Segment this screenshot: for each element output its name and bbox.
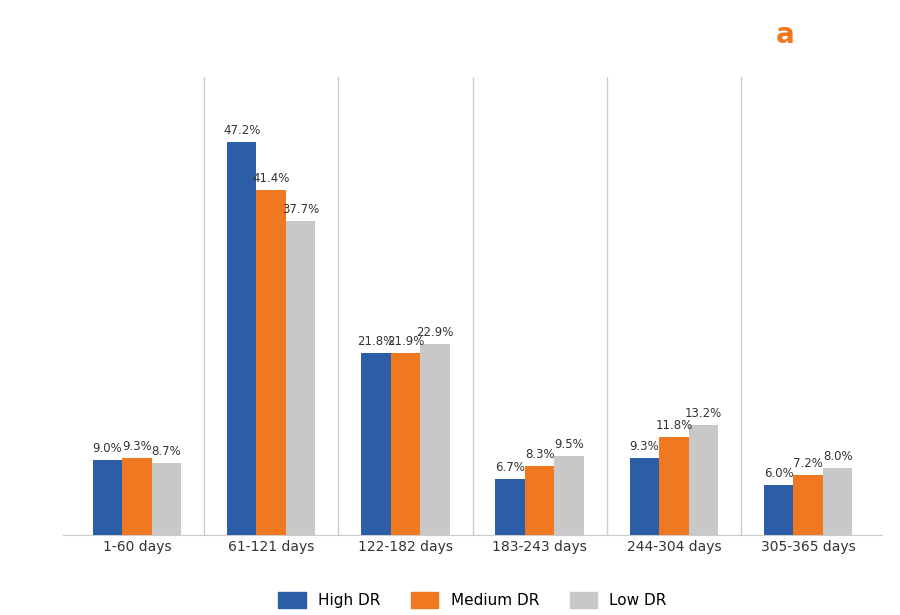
Text: 7.2%: 7.2% <box>793 457 824 470</box>
Text: 8.0%: 8.0% <box>823 450 852 464</box>
Bar <box>794 475 823 535</box>
Text: 11.8%: 11.8% <box>655 419 692 432</box>
Text: hrefs: hrefs <box>790 22 871 49</box>
Bar <box>554 456 584 535</box>
Legend: High DR, Medium DR, Low DR: High DR, Medium DR, Low DR <box>272 586 673 614</box>
Bar <box>823 469 852 535</box>
Bar <box>495 479 525 535</box>
Text: 21.9%: 21.9% <box>387 335 424 347</box>
Bar <box>764 485 794 535</box>
Text: 6.0%: 6.0% <box>764 467 794 480</box>
Bar <box>688 425 718 535</box>
Text: 41.4%: 41.4% <box>252 172 290 185</box>
Bar <box>391 352 420 535</box>
Text: Days to rank in Top 10 for 5.7% “lucky” pages: Days to rank in Top 10 for 5.7% “lucky” … <box>20 25 562 46</box>
Bar <box>659 437 688 535</box>
Text: 9.5%: 9.5% <box>554 438 584 451</box>
Text: 47.2%: 47.2% <box>223 124 260 137</box>
Bar <box>256 190 286 535</box>
Bar <box>227 142 256 535</box>
Bar <box>122 458 151 535</box>
Text: a: a <box>776 22 795 49</box>
Text: 9.3%: 9.3% <box>122 440 152 453</box>
Bar <box>630 458 659 535</box>
Text: 8.7%: 8.7% <box>151 445 181 458</box>
Text: 9.0%: 9.0% <box>93 442 122 455</box>
Bar <box>525 466 554 535</box>
Bar <box>361 354 391 535</box>
Bar <box>286 221 315 535</box>
Text: 13.2%: 13.2% <box>685 407 722 420</box>
Text: 21.8%: 21.8% <box>357 335 394 349</box>
Bar <box>420 344 450 535</box>
Text: 9.3%: 9.3% <box>629 440 659 453</box>
Text: 22.9%: 22.9% <box>416 327 454 339</box>
Bar <box>151 462 181 535</box>
Bar <box>93 460 122 535</box>
Text: 6.7%: 6.7% <box>495 461 525 474</box>
Text: 8.3%: 8.3% <box>525 448 554 461</box>
Text: 37.7%: 37.7% <box>282 203 320 216</box>
